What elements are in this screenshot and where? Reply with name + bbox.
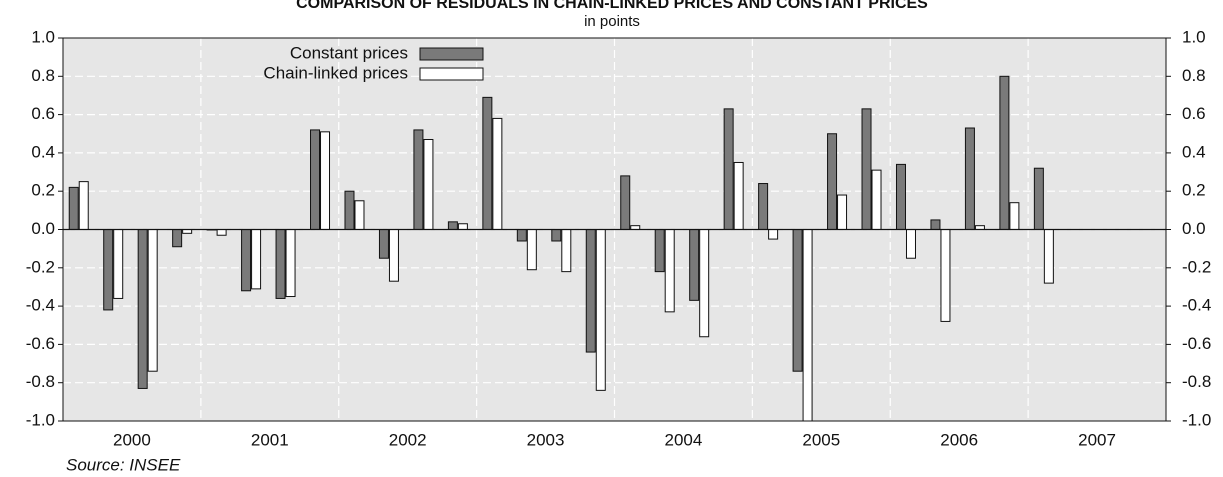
bar: [482, 96, 493, 230]
bar: [654, 229, 665, 273]
bar: [595, 229, 606, 391]
y2-tick-label: 1.0: [1182, 27, 1206, 46]
bar: [561, 229, 572, 273]
bar: [251, 229, 262, 290]
y-tick-label: -0.2: [26, 257, 55, 276]
x-tick-label: 2000: [113, 430, 151, 449]
y-tick-label: 1.0: [31, 27, 55, 46]
bar: [388, 229, 399, 282]
bar: [320, 131, 331, 231]
y-tick-label: -0.6: [26, 334, 55, 353]
y-tick-label: 0.8: [31, 66, 55, 85]
legend-label: Constant prices: [290, 43, 408, 62]
bar: [526, 229, 537, 271]
bar: [551, 229, 562, 242]
legend-label: Chain-linked prices: [263, 63, 408, 82]
bar: [516, 229, 527, 242]
x-tick-label: 2003: [527, 430, 565, 449]
y-tick-label: 0.2: [31, 181, 55, 200]
x-tick-label: 2001: [251, 430, 289, 449]
bar: [871, 169, 882, 230]
bar: [758, 183, 769, 230]
bar: [457, 223, 468, 231]
chart-title: COMPARISON OF RESIDUALS IN CHAIN-LINKED …: [296, 0, 928, 12]
bar: [310, 129, 321, 230]
bar: [1043, 229, 1054, 284]
y2-tick-label: 0.6: [1182, 104, 1206, 123]
x-tick-label: 2004: [665, 430, 703, 449]
bar: [620, 175, 631, 231]
source: Source: INSEE: [66, 455, 181, 474]
bar: [172, 229, 183, 248]
y2-tick-label: -0.2: [1182, 257, 1211, 276]
bar: [664, 229, 675, 313]
plot-frame: [62, 37, 1167, 422]
legend-swatch: [419, 47, 484, 61]
bar: [103, 229, 114, 311]
bar: [78, 181, 89, 230]
y2-tick-label: 0.8: [1182, 66, 1206, 85]
bar: [999, 75, 1010, 230]
bar: [492, 117, 503, 230]
bar: [895, 163, 906, 230]
bar: [147, 229, 158, 372]
x-tick-label: 2006: [940, 430, 978, 449]
y2-tick-label: 0.0: [1182, 219, 1206, 238]
y-tick-label: 0.6: [31, 104, 55, 123]
chart-subtitle: in points: [584, 13, 640, 30]
bar: [113, 229, 124, 299]
bar: [792, 229, 803, 372]
bar: [723, 108, 734, 230]
bar: [689, 229, 700, 301]
bar: [216, 229, 227, 236]
legend-swatch: [419, 67, 484, 81]
bar: [861, 108, 872, 230]
y2-tick-label: 0.2: [1182, 181, 1206, 200]
y2-tick-label: -0.6: [1182, 334, 1211, 353]
y-tick-label: -0.8: [26, 372, 55, 391]
y2-tick-label: -0.4: [1182, 296, 1211, 315]
y-tick-label: 0.4: [31, 142, 55, 161]
bar: [1033, 167, 1044, 230]
bar: [275, 229, 286, 299]
x-tick-label: 2007: [1078, 430, 1116, 449]
x-tick-label: 2002: [389, 430, 427, 449]
bar: [930, 219, 941, 231]
bar: [905, 229, 916, 259]
bar: [137, 229, 148, 389]
y-tick-label: 0.0: [31, 219, 55, 238]
y-tick-label: -1.0: [26, 410, 55, 429]
bar: [354, 200, 365, 230]
bar: [940, 229, 951, 322]
bar: [837, 194, 848, 230]
bar: [733, 161, 744, 231]
y2-tick-label: -0.8: [1182, 372, 1211, 391]
bar: [447, 221, 458, 230]
y2-tick-label: -1.0: [1182, 410, 1211, 429]
bar: [285, 229, 296, 298]
bar: [964, 127, 975, 231]
x-tick-label: 2005: [802, 430, 840, 449]
bar: [378, 229, 389, 259]
bar: [413, 129, 424, 230]
bar: [423, 138, 434, 230]
bar: [585, 229, 596, 353]
y-tick-label: -0.4: [26, 296, 55, 315]
bar: [68, 186, 79, 230]
bar: [802, 229, 813, 422]
bar: [768, 229, 779, 240]
bar: [241, 229, 252, 292]
y2-tick-label: 0.4: [1182, 142, 1206, 161]
bar: [344, 190, 355, 230]
bar: [827, 133, 838, 230]
bar: [699, 229, 710, 338]
bar: [1009, 202, 1020, 231]
